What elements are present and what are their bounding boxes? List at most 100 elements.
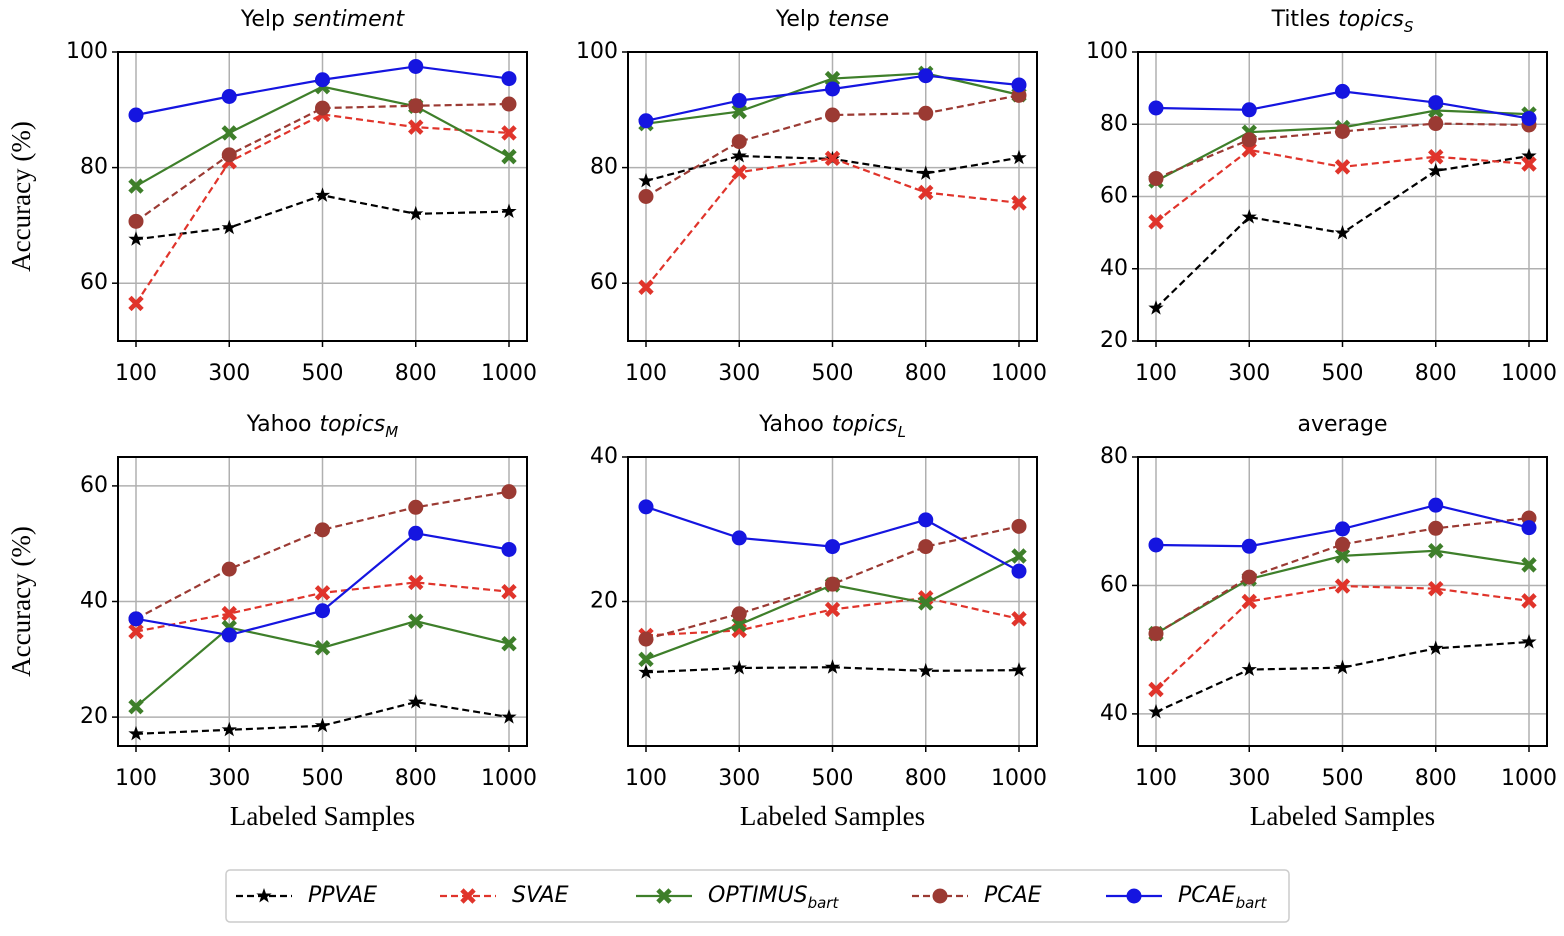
- x-axis-label: Labeled Samples: [1250, 801, 1435, 831]
- marker: [1521, 148, 1537, 163]
- marker: [408, 613, 424, 629]
- panel-title: average: [1297, 412, 1387, 437]
- y-tick-label: 80: [590, 155, 618, 180]
- legend-label: PCAE: [984, 883, 1042, 908]
- y-axis-label: Accuracy (%): [6, 526, 36, 677]
- panel-title-part: L: [898, 423, 906, 441]
- marker: [918, 105, 934, 121]
- marker: [825, 81, 840, 97]
- marker: [408, 694, 424, 709]
- series-line: [135, 490, 510, 620]
- panel-title-part: Titles: [1271, 7, 1331, 32]
- marker: [1334, 578, 1351, 594]
- plot-frame: [1137, 456, 1548, 747]
- x-tick-label: 500: [812, 766, 854, 791]
- marker: [1011, 611, 1027, 627]
- x-tick-label: 300: [1228, 361, 1270, 386]
- marker: [221, 125, 237, 141]
- y-axis-label: Accuracy (%): [6, 121, 36, 272]
- marker: [1241, 132, 1257, 148]
- legend-label-part: PPVAE: [308, 883, 377, 908]
- marker: [408, 119, 424, 135]
- marker: [638, 651, 654, 668]
- x-tick-label: 500: [302, 361, 344, 386]
- marker: [315, 100, 330, 116]
- legend-label-part: OPTIMUS: [708, 883, 808, 908]
- series-line: [135, 102, 510, 223]
- marker: [221, 561, 237, 577]
- marker: [1148, 300, 1164, 315]
- x-tick-label: 300: [718, 361, 760, 386]
- panel-title-part: Yahoo: [246, 412, 312, 437]
- marker: [1148, 626, 1164, 642]
- marker: [221, 147, 237, 163]
- marker: [1148, 681, 1164, 698]
- y-tick-label: 80: [80, 155, 108, 180]
- series-line: [1155, 516, 1530, 635]
- plot-frame: [117, 456, 528, 747]
- marker: [824, 70, 841, 87]
- marker: [1335, 536, 1350, 552]
- marker: [1126, 888, 1142, 904]
- legend-box: [225, 869, 1290, 923]
- marker: [824, 150, 841, 167]
- x-tick-label: 500: [812, 361, 854, 386]
- marker: [918, 512, 934, 528]
- marker: [501, 203, 517, 219]
- marker: [221, 721, 237, 737]
- x-tick-label: 500: [302, 766, 344, 791]
- series-line: [1155, 640, 1530, 713]
- marker: [638, 664, 654, 679]
- marker: [638, 113, 654, 129]
- series-line: [645, 94, 1020, 198]
- marker: [918, 539, 934, 555]
- marker: [314, 717, 331, 733]
- series-line: [135, 700, 510, 735]
- marker: [501, 583, 517, 600]
- marker: [1334, 548, 1351, 564]
- y-tick-label: 100: [1086, 39, 1128, 64]
- y-tick-label: 20: [80, 704, 108, 729]
- y-tick-label: 40: [590, 444, 618, 469]
- x-tick-label: 300: [208, 361, 250, 386]
- marker: [128, 623, 144, 640]
- marker: [1428, 149, 1444, 165]
- x-tick-label: 100: [115, 361, 157, 386]
- panel-title: Titles topicsS: [1271, 7, 1414, 36]
- marker: [824, 659, 841, 674]
- series-line: [1155, 122, 1530, 180]
- marker: [1011, 548, 1027, 564]
- marker: [1428, 580, 1444, 597]
- panel-title-part: tense: [828, 7, 889, 32]
- marker: [1011, 77, 1027, 93]
- marker: [1011, 195, 1027, 211]
- marker: [638, 172, 654, 188]
- x-tick-label: 800: [905, 361, 947, 386]
- marker: [408, 58, 424, 74]
- x-tick-label: 1000: [991, 361, 1047, 386]
- series-line: [135, 113, 510, 305]
- marker: [315, 522, 330, 538]
- marker: [1148, 537, 1164, 553]
- marker: [128, 698, 144, 715]
- panel-title: Yahoo topicsL: [758, 412, 906, 441]
- marker: [1241, 102, 1257, 118]
- marker: [1428, 543, 1444, 559]
- x-tick-label: 1000: [481, 361, 537, 386]
- panel-title-part: average: [1297, 412, 1387, 437]
- legend-label: OPTIMUSbart: [708, 883, 839, 912]
- y-tick-label: 20: [1100, 328, 1128, 353]
- x-tick-label: 300: [1228, 766, 1270, 791]
- marker: [501, 125, 517, 141]
- marker: [314, 585, 331, 601]
- marker: [656, 888, 672, 904]
- marker: [1241, 661, 1257, 677]
- x-tick-label: 300: [718, 766, 760, 791]
- marker: [1521, 156, 1537, 172]
- marker: [1428, 116, 1444, 132]
- panel: 100 300 500 800 1000 20 40 60 Accuracy (%) Labele…: [6, 456, 537, 831]
- marker: [1428, 640, 1444, 655]
- y-tick-label: 100: [576, 39, 618, 64]
- marker: [825, 539, 840, 555]
